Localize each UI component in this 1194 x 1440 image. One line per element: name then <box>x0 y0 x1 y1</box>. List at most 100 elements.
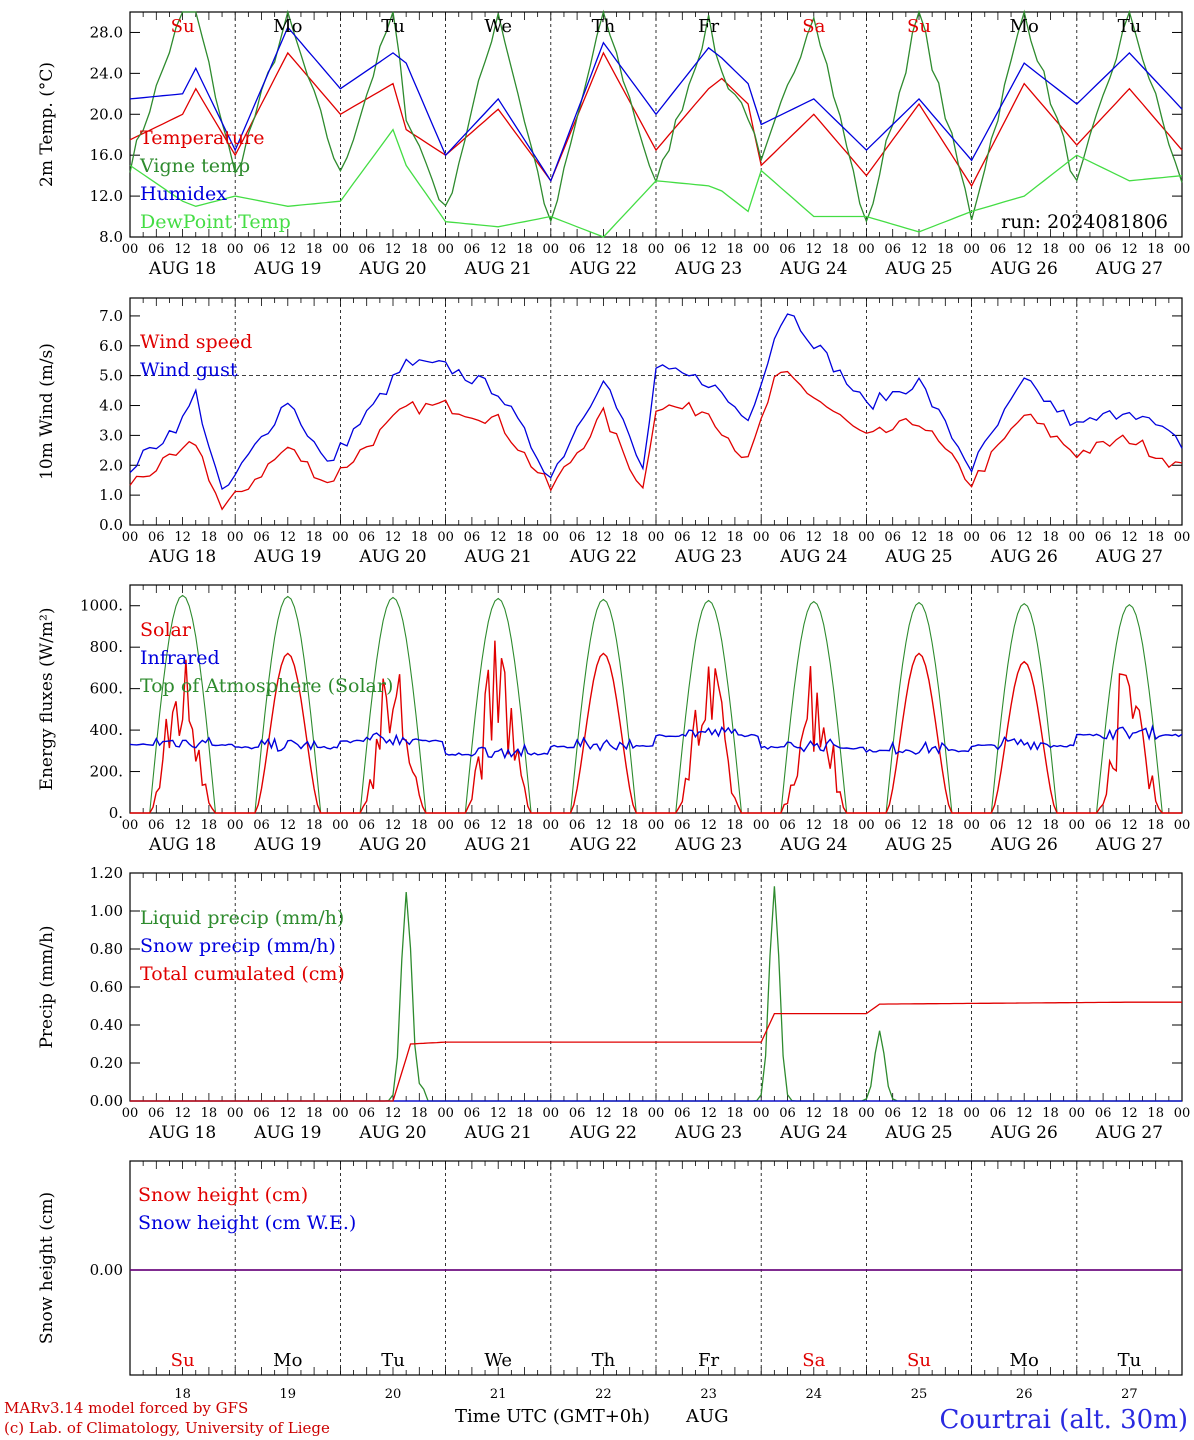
hour-tick-label: 12 <box>490 530 507 545</box>
day-of-week-label: Mo <box>1010 1350 1039 1371</box>
day-of-week-label: Sa <box>802 16 825 37</box>
legend-entry: Snow height (cm W.E.) <box>138 1212 356 1234</box>
hour-tick-label: 00 <box>543 242 560 257</box>
hour-tick-label: 00 <box>753 530 770 545</box>
hour-tick-label: 00 <box>437 1106 454 1121</box>
date-label: AUG 26 <box>990 1123 1058 1143</box>
hour-tick-label: 18 <box>306 1106 323 1121</box>
hour-tick-label: 18 <box>516 818 533 833</box>
y-tick-label: 0.0 <box>99 516 123 534</box>
hour-tick-label: 00 <box>858 1106 875 1121</box>
hour-tick-label: 06 <box>358 530 375 545</box>
hour-tick-label: 12 <box>385 1106 402 1121</box>
hour-tick-label: 12 <box>595 530 612 545</box>
day-of-week-label: Sa <box>802 1350 825 1371</box>
y-axis-label: 10m Wind (m/s) <box>37 343 57 480</box>
series-line-infrared <box>129 724 1183 760</box>
day-of-week-label: Tu <box>1118 1350 1142 1371</box>
hour-tick-label: 18 <box>516 1106 533 1121</box>
y-tick-label: 0.00 <box>90 1261 123 1279</box>
hour-tick-label: 18 <box>411 1106 428 1121</box>
run-annotation: run: 2024081806 <box>1001 211 1168 233</box>
hour-tick-label: 12 <box>385 242 402 257</box>
hour-tick-label: 00 <box>332 242 349 257</box>
y-tick-label: 200. <box>90 763 123 781</box>
hour-tick-label: 12 <box>280 530 297 545</box>
hour-tick-label: 00 <box>648 818 665 833</box>
hour-tick-label: 06 <box>1095 818 1112 833</box>
hour-tick-label: 12 <box>174 818 191 833</box>
hour-tick-label: 18 <box>306 530 323 545</box>
series-line-dewpoint-temp <box>129 128 1183 238</box>
day-of-week-label: Su <box>171 16 195 37</box>
hour-tick-label: 12 <box>700 242 717 257</box>
hour-tick-label: 06 <box>884 242 901 257</box>
hour-tick-label: 00 <box>227 242 244 257</box>
hour-tick-label: 00 <box>648 530 665 545</box>
hour-tick-label: 00 <box>543 818 560 833</box>
date-label: AUG 21 <box>464 835 532 855</box>
hour-tick-label: 00 <box>437 818 454 833</box>
date-label: AUG 20 <box>358 547 426 567</box>
panels: 8.0 12.0 16.0 20.0 24.0 28.0 2m Temp. (°C) Temp… <box>37 9 1190 1402</box>
date-label: AUG 21 <box>464 547 532 567</box>
hour-tick-label: 06 <box>990 1106 1007 1121</box>
hour-tick-label: 12 <box>700 818 717 833</box>
hour-tick-label: 06 <box>253 530 270 545</box>
hour-tick-label: 18 <box>832 818 849 833</box>
date-label: AUG 26 <box>990 835 1058 855</box>
hour-tick-label: 18 <box>832 242 849 257</box>
hour-tick-label: 12 <box>1121 818 1138 833</box>
hour-tick-label: 18 <box>1042 242 1059 257</box>
legend-entry: Snow height (cm) <box>138 1184 308 1206</box>
y-tick-label: 0. <box>109 804 123 822</box>
date-label: AUG 23 <box>674 1123 742 1143</box>
day-number-label: 23 <box>700 1387 717 1402</box>
hour-tick-label: 12 <box>595 1106 612 1121</box>
y-tick-label: 600. <box>90 680 123 698</box>
hour-tick-label: 12 <box>490 818 507 833</box>
hour-tick-label: 12 <box>806 1106 823 1121</box>
series-line-temperature <box>129 51 1183 188</box>
hour-tick-label: 12 <box>700 530 717 545</box>
date-label: AUG 20 <box>358 835 426 855</box>
hour-tick-label: 00 <box>543 530 560 545</box>
hour-tick-label: 18 <box>306 242 323 257</box>
day-of-week-label: We <box>484 16 512 37</box>
hour-tick-label: 06 <box>148 242 165 257</box>
hour-tick-label: 06 <box>464 530 481 545</box>
hour-tick-label: 18 <box>201 242 218 257</box>
hour-tick-label: 12 <box>280 242 297 257</box>
hour-tick-label: 06 <box>779 1106 796 1121</box>
hour-tick-label: 06 <box>464 242 481 257</box>
series-line-total-cumulated <box>130 1001 1182 1102</box>
y-tick-label: 4.0 <box>99 397 123 415</box>
date-label: AUG 19 <box>253 1123 321 1143</box>
y-tick-label: 1.00 <box>90 902 123 920</box>
hour-tick-label: 12 <box>174 530 191 545</box>
legend-entry: Solar <box>140 619 192 641</box>
y-axis-label: Precip (mm/h) <box>37 925 57 1048</box>
legend-entry: Wind gust <box>140 359 238 381</box>
hour-tick-label: 06 <box>674 242 691 257</box>
hour-tick-label: 12 <box>1016 818 1033 833</box>
hour-tick-label: 18 <box>516 242 533 257</box>
hour-tick-label: 00 <box>1069 242 1086 257</box>
date-label: AUG 26 <box>990 547 1058 567</box>
date-label: AUG 18 <box>148 547 216 567</box>
date-label: AUG 19 <box>253 547 321 567</box>
date-label: AUG 22 <box>569 835 637 855</box>
hour-tick-label: 18 <box>727 530 744 545</box>
y-tick-label: 5.0 <box>99 367 123 385</box>
legend-entry: Top of Atmosphere (Solar) <box>140 675 393 697</box>
date-label: AUG 23 <box>674 547 742 567</box>
hour-tick-label: 00 <box>648 242 665 257</box>
hour-tick-label: 18 <box>727 1106 744 1121</box>
hour-tick-label: 00 <box>753 242 770 257</box>
y-tick-label: 12.0 <box>90 187 123 205</box>
date-label: AUG 22 <box>569 1123 637 1143</box>
hour-tick-label: 18 <box>201 818 218 833</box>
day-of-week-label: Tu <box>1118 16 1142 37</box>
day-of-week-label: Th <box>592 16 616 37</box>
hour-tick-label: 18 <box>621 1106 638 1121</box>
